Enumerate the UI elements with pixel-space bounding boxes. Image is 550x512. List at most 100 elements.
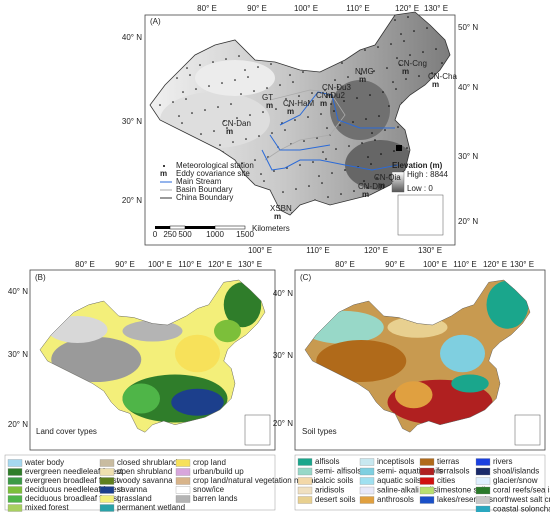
legend-label: shoal/islands <box>493 467 539 476</box>
basin <box>195 60 275 96</box>
legend-swatch <box>7 477 23 485</box>
scale-label: 1000 <box>206 230 224 239</box>
legend-label: rivers <box>493 457 513 466</box>
station <box>170 163 172 165</box>
station <box>427 96 429 98</box>
station <box>246 207 248 209</box>
eddy-site: m <box>320 99 327 108</box>
station <box>359 204 361 206</box>
eddy-site: m <box>326 91 333 100</box>
legend-label: High : 8844 <box>407 170 448 179</box>
station <box>368 25 370 27</box>
lat-label: 40° N <box>8 287 28 296</box>
station <box>200 133 202 135</box>
station <box>365 118 367 120</box>
station <box>307 116 309 118</box>
station <box>330 103 332 105</box>
legend-label: crop land/natural vegetation mosaic <box>193 476 319 485</box>
legend-label: Basin Boundary <box>176 185 232 194</box>
panel-label: (A) <box>150 17 161 26</box>
legend-label: savanna <box>117 485 148 494</box>
station <box>164 149 166 151</box>
station <box>208 85 210 87</box>
legend-swatch <box>7 495 23 503</box>
station <box>407 16 409 18</box>
legend-swatch <box>475 505 491 512</box>
station <box>258 135 260 137</box>
station <box>311 92 313 94</box>
station <box>438 155 440 157</box>
station <box>204 109 206 111</box>
station <box>254 159 256 161</box>
land-cover-map <box>39 279 266 433</box>
legend-label: evergreen needleleaf forest <box>25 467 123 476</box>
station <box>282 191 284 193</box>
station <box>240 93 242 95</box>
station <box>158 35 160 37</box>
lat-label: 40° N <box>122 33 142 42</box>
station <box>352 121 354 123</box>
legend-label: saline-alkali soils <box>377 486 437 495</box>
lon-label: 90° E <box>247 4 267 13</box>
station <box>195 88 197 90</box>
station <box>396 57 398 59</box>
station <box>274 39 276 41</box>
station <box>262 111 264 113</box>
station <box>384 129 386 131</box>
scale-label: 500 <box>178 230 192 239</box>
station <box>269 194 271 196</box>
lat-label: 30° N <box>458 152 478 161</box>
station <box>284 129 286 131</box>
legend-swatch <box>419 467 435 476</box>
station <box>325 158 327 160</box>
station <box>405 78 407 80</box>
station <box>197 26 199 28</box>
station <box>409 54 411 56</box>
legend-label: open shrubland <box>117 467 172 476</box>
station <box>433 110 435 112</box>
station <box>260 173 262 175</box>
station <box>175 208 177 210</box>
legend-title: Elevation (m) <box>392 161 443 170</box>
station <box>418 75 420 77</box>
legend-label: water body <box>24 458 64 467</box>
main-stream <box>279 91 395 129</box>
station <box>322 151 324 153</box>
station <box>374 139 376 141</box>
station <box>443 200 445 202</box>
site-label: CN-Din <box>358 182 384 191</box>
station <box>413 30 415 32</box>
station <box>431 72 433 74</box>
station <box>435 48 437 50</box>
station <box>162 211 164 213</box>
station <box>331 172 333 174</box>
station <box>361 142 363 144</box>
station <box>177 146 179 148</box>
station <box>250 183 252 185</box>
station <box>229 34 231 36</box>
station <box>219 144 221 146</box>
station <box>364 49 366 51</box>
station <box>423 120 425 122</box>
station <box>259 204 261 206</box>
station <box>422 51 424 53</box>
lon-label: 130° E <box>510 260 534 269</box>
station <box>151 152 153 154</box>
station <box>363 180 365 182</box>
station <box>265 18 267 20</box>
station <box>341 62 343 64</box>
station <box>403 40 405 42</box>
station <box>171 32 173 34</box>
station <box>369 94 371 96</box>
legend-swatch <box>99 459 115 467</box>
station <box>247 76 249 78</box>
station <box>442 131 444 133</box>
legend-label: deciduous broadleaf forest <box>25 494 120 503</box>
station <box>279 84 281 86</box>
station <box>251 52 253 54</box>
scale-label: 250 <box>163 230 177 239</box>
station <box>176 77 178 79</box>
legend-swatch <box>175 477 191 485</box>
legend-swatch <box>475 486 491 495</box>
station <box>193 50 195 52</box>
